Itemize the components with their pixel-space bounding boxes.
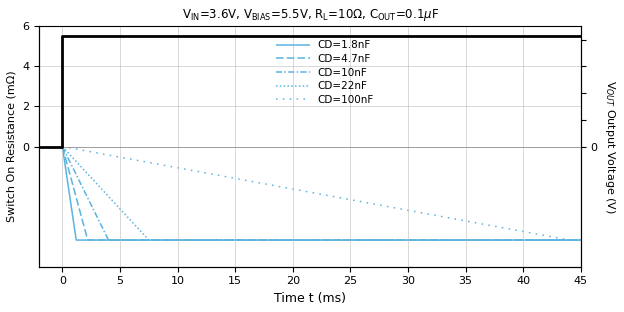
Title: $\mathregular{V_{IN}}$=3.6V, $\mathregular{V_{BIAS}}$=5.5V, $\mathregular{R_L}$=: $\mathregular{V_{IN}}$=3.6V, $\mathregul… bbox=[182, 7, 439, 23]
Y-axis label: V$_{OUT}$ Output Voltage (V): V$_{OUT}$ Output Voltage (V) bbox=[603, 80, 617, 213]
Legend: CD=1.8nF, CD=4.7nF, CD=10nF, CD=22nF, CD=100nF: CD=1.8nF, CD=4.7nF, CD=10nF, CD=22nF, CD… bbox=[272, 36, 378, 109]
Y-axis label: Switch On Resistance (mΩ): Switch On Resistance (mΩ) bbox=[7, 71, 17, 222]
X-axis label: Time t (ms): Time t (ms) bbox=[274, 292, 346, 305]
